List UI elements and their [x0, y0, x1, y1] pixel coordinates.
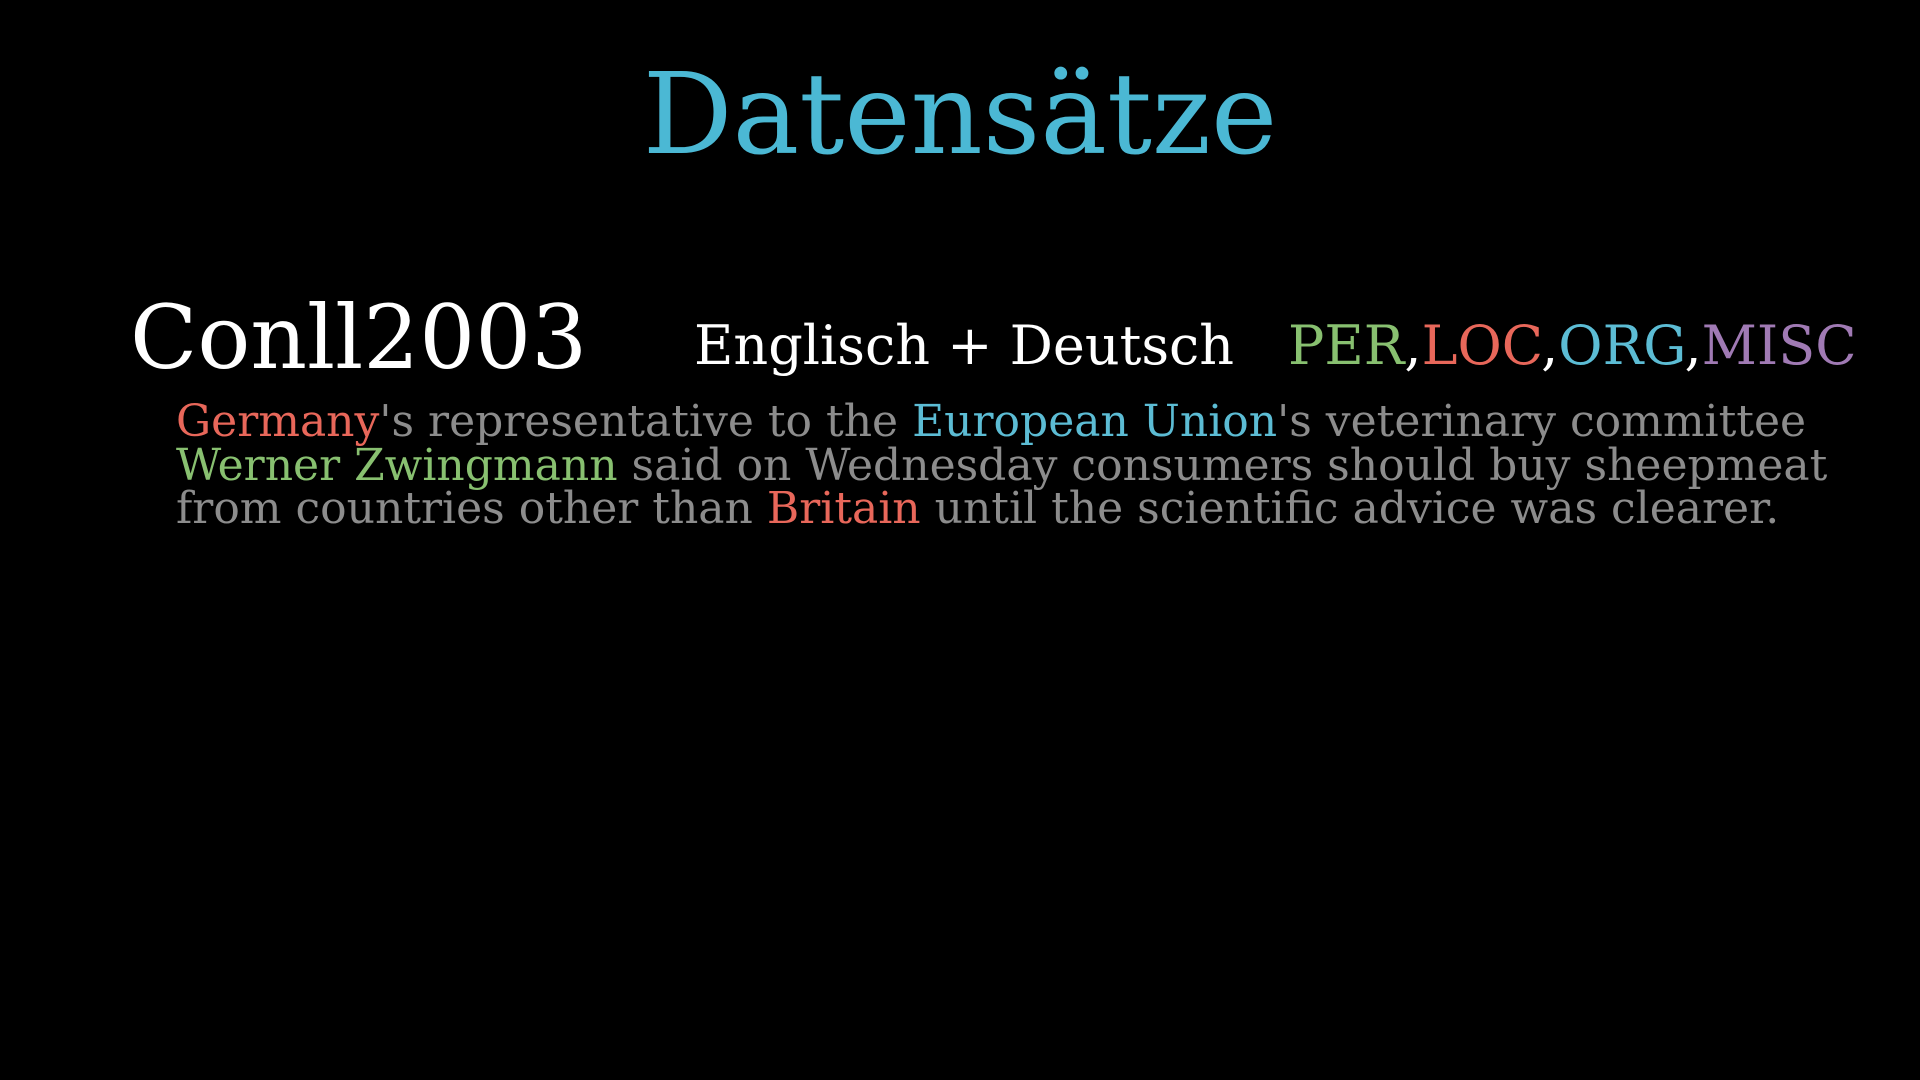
example-line-1: Germany's representative to the European… — [176, 400, 1827, 444]
tag-separator: , — [1404, 314, 1422, 377]
plain-text-span: from countries other than — [176, 483, 767, 534]
entity-span: Germany — [176, 396, 380, 447]
tag-separator: , — [1541, 314, 1559, 377]
plain-text-span: 's veterinary committee — [1277, 396, 1807, 447]
plain-text-span: until the scientific advice was clearer. — [920, 483, 1780, 534]
tag-org: ORG — [1558, 314, 1685, 377]
dataset-languages: Englisch + Deutsch — [694, 314, 1235, 377]
tag-loc: LOC — [1421, 314, 1542, 377]
slide-title: Datensätze — [642, 50, 1278, 180]
entity-span: Werner Zwingmann — [176, 439, 618, 491]
plain-text-span: 's representative to the — [379, 396, 913, 447]
entity-span: European Union — [912, 396, 1278, 447]
tag-misc: MISC — [1701, 314, 1857, 377]
entity-tag-list: PER,LOC,ORG,MISC — [1288, 314, 1857, 378]
plain-text-span: said on Wednesday consumers should buy s… — [617, 439, 1828, 491]
tag-per: PER — [1288, 314, 1405, 377]
example-sentence: Germany's representative to the European… — [176, 400, 1827, 531]
tag-separator: , — [1684, 314, 1702, 377]
example-line-3: from countries other than Britain until … — [176, 487, 1827, 531]
entity-span: Britain — [766, 483, 921, 534]
example-line-2: Werner Zwingmann said on Wednesday consu… — [176, 443, 1827, 487]
dataset-name: Conll2003 — [130, 286, 588, 389]
